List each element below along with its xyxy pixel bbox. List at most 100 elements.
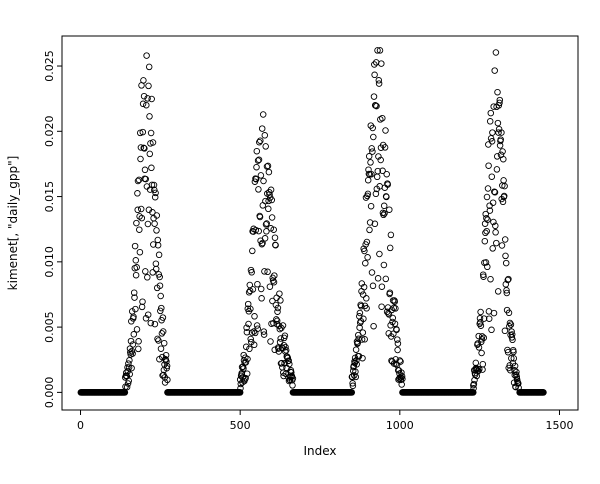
scatter-point: [164, 376, 171, 384]
scatter-point: [244, 355, 251, 363]
scatter-point: [491, 67, 498, 74]
scatter-point: [352, 346, 360, 353]
scatter-point: [494, 119, 502, 127]
scatter-point: [352, 373, 360, 381]
scatter-point: [476, 366, 483, 373]
scatter-point: [140, 92, 148, 100]
scatter-point: [388, 306, 396, 314]
scatter-point: [540, 389, 547, 396]
scatter-point: [136, 248, 144, 256]
scatter-point: [379, 167, 386, 175]
scatter-point: [155, 251, 163, 259]
scatter-point: [488, 326, 495, 334]
scatter-point: [255, 227, 262, 235]
scatter-point: [477, 319, 484, 326]
scatter-point: [350, 372, 358, 379]
scatter-point: [263, 163, 271, 170]
scatter-point: [495, 129, 502, 136]
scatter-point: [373, 102, 380, 110]
scatter-point: [273, 316, 280, 323]
scatter-point: [513, 368, 520, 376]
scatter-point: [362, 259, 369, 267]
scatter-point: [485, 141, 492, 148]
scatter-point: [131, 294, 138, 301]
scatter-point: [275, 348, 283, 355]
scatter-point: [480, 315, 488, 322]
scatter-point: [264, 268, 271, 276]
scatter-point: [281, 332, 289, 339]
scatter-point: [494, 88, 501, 96]
scatter-point: [380, 202, 388, 210]
scatter-point: [387, 231, 395, 239]
scatter-point: [243, 324, 250, 331]
y-tick-label: 0.015: [43, 181, 56, 213]
scatter-point: [279, 322, 287, 329]
scatter-point: [152, 189, 159, 197]
scatter-point: [147, 129, 155, 137]
scatter-point: [256, 213, 264, 221]
scatter-point: [488, 173, 496, 180]
y-tick-label: 0.025: [43, 50, 56, 82]
scatter-point: [485, 162, 492, 169]
scatter-point: [280, 341, 288, 349]
scatter-point: [371, 220, 379, 228]
scatter-point: [368, 145, 375, 152]
scatter-point: [137, 205, 145, 213]
scatter-point: [148, 95, 155, 103]
scatter-point: [488, 138, 496, 145]
scatter-point: [250, 341, 258, 349]
y-axis-title: kimenet[, "daily_gpp"]: [6, 156, 20, 291]
scatter-point: [253, 163, 260, 171]
scatter-point: [500, 155, 507, 163]
scatter-point: [256, 138, 263, 146]
scatter-point: [242, 359, 250, 366]
scatter-point: [489, 245, 496, 252]
scatter-point: [375, 80, 383, 87]
scatter-point: [371, 61, 378, 68]
scatter-point: [157, 345, 165, 352]
scatter-point: [393, 326, 400, 334]
scatter-point: [252, 226, 260, 234]
scatter-point: [358, 336, 366, 343]
scatter-point: [288, 369, 295, 376]
y-tick-label: 0.000: [43, 377, 56, 409]
scatter-point: [504, 276, 512, 284]
scatter-point: [363, 238, 371, 246]
scatter-point: [494, 288, 502, 295]
scatter-point: [487, 275, 494, 283]
scatter-point: [505, 309, 513, 317]
scatter-point: [378, 303, 385, 310]
scatter-point: [132, 257, 140, 264]
scatter-point: [487, 109, 495, 117]
scatter-point: [357, 302, 365, 310]
scatter-point: [360, 315, 367, 323]
scatter-point: [151, 193, 159, 201]
scatter-point: [146, 113, 153, 120]
scatter-point: [394, 340, 402, 347]
scatter-point: [141, 166, 149, 174]
scatter-point: [361, 247, 368, 255]
scatter-point: [507, 321, 515, 328]
scatter-point: [511, 362, 519, 370]
scatter-point: [135, 338, 142, 345]
x-axis-title: Index: [303, 444, 336, 458]
scatter-point: [492, 222, 499, 230]
scatter-point: [145, 63, 153, 71]
scatter-point: [363, 295, 370, 302]
scatter-point: [376, 250, 383, 258]
scatter-point: [257, 285, 265, 293]
scatter-point: [506, 319, 514, 327]
scatter-point: [163, 364, 170, 372]
y-tick-label: 0.010: [43, 246, 56, 278]
scatter-point: [349, 382, 357, 390]
x-tick-label: 1500: [545, 419, 573, 432]
scatter-point: [392, 305, 399, 312]
scatter-point: [364, 254, 371, 261]
scatter-point: [375, 77, 383, 84]
scatter-point: [149, 269, 156, 276]
data-points: [77, 47, 547, 396]
y-axis-ticks: 0.000 0.005 0.010 0.015 0.020 0.025: [43, 50, 62, 408]
scatter-point: [482, 210, 489, 218]
scatter-point: [274, 308, 281, 315]
